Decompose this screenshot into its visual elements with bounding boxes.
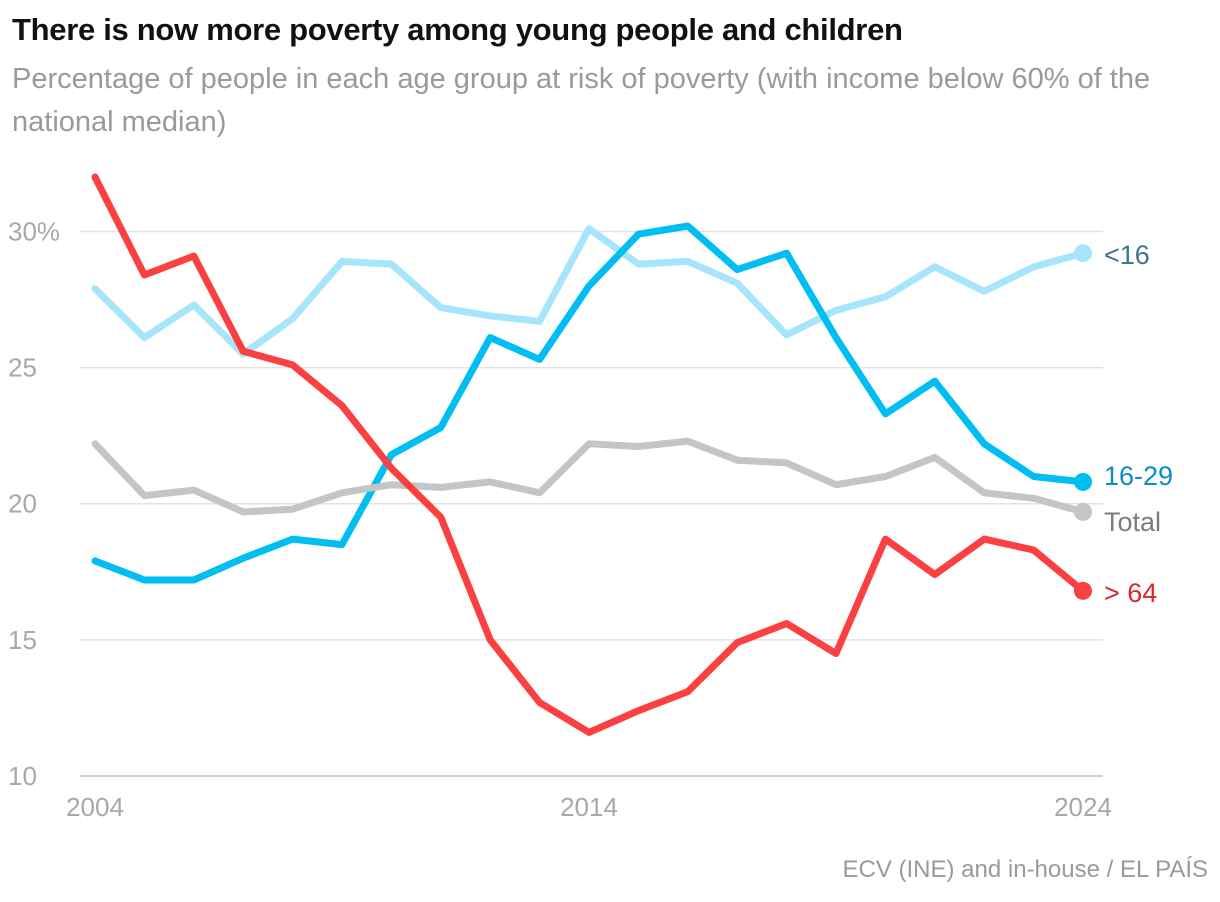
series-line-2 [91,437,1087,516]
series-label-0: <16 [1104,240,1150,270]
series-end-marker-1 [1074,472,1092,491]
x-tick-label: 2004 [66,792,124,822]
x-tick-label: 2014 [560,792,618,822]
series-line-1 [91,222,1087,584]
series-label-3: > 64 [1104,578,1157,608]
x-tick-label: 2024 [1054,792,1112,822]
series-lines [91,173,1087,736]
source-note: ECV (INE) and in-house / EL PAÍS [842,856,1209,883]
axis-ticks: 10 15 20 25 30% 2004 2014 2024 [8,216,1112,822]
end-markers: <16 16-29 Total > 64 [1074,240,1173,608]
series-line-3 [91,173,1087,736]
y-tick-label: 30% [8,216,60,246]
series-end-marker-3 [1074,581,1092,600]
y-tick-label: 25 [8,353,37,383]
series-end-marker-0 [1074,244,1092,263]
y-tick-label: 15 [8,625,37,655]
y-tick-label: 20 [8,489,37,519]
chart-subtitle: Percentage of people in each age group a… [12,63,1151,138]
series-line-0 [91,225,1087,358]
gridlines [80,230,1103,777]
series-label-1: 16-29 [1104,461,1173,491]
chart-title: There is now more poverty among young pe… [12,12,903,47]
series-label-2: Total [1104,507,1161,537]
series-end-marker-2 [1074,502,1092,521]
y-tick-label: 10 [8,761,37,791]
